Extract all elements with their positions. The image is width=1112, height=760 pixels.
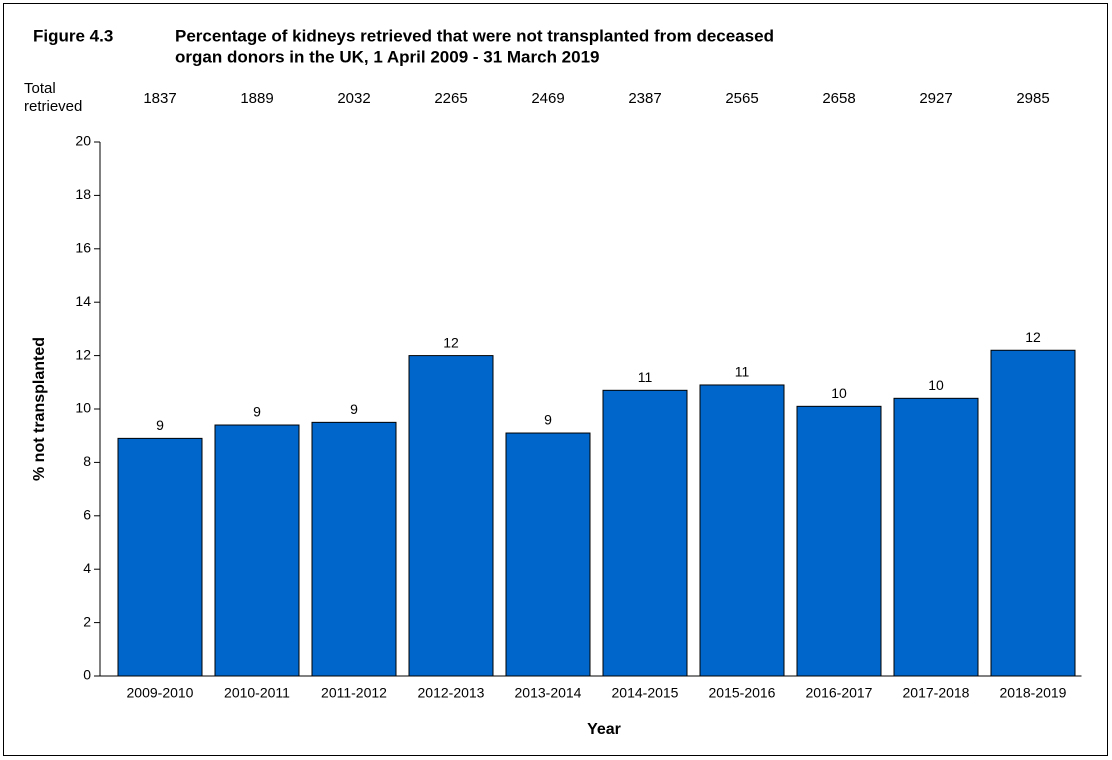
y-tick-label: 10	[75, 400, 91, 416]
bar	[117, 437, 203, 677]
x-tick-label: 2013-2014	[515, 685, 582, 701]
x-tick-label: 2014-2015	[612, 685, 679, 701]
y-tick-label: 0	[83, 667, 91, 683]
chart-title: organ donors in the UK, 1 April 2009 - 3…	[175, 47, 600, 66]
bar	[311, 421, 397, 677]
total-retrieved: 2469	[531, 90, 564, 107]
bar	[408, 355, 494, 677]
value-label: 9	[544, 412, 552, 428]
value-label: 9	[156, 417, 164, 433]
y-tick-label: 18	[75, 186, 91, 202]
chart-title: Percentage of kidneys retrieved that wer…	[175, 26, 774, 45]
value-label: 9	[350, 401, 358, 417]
y-tick-label: 20	[75, 133, 91, 149]
y-tick-label: 12	[75, 346, 91, 362]
bar	[505, 432, 591, 677]
total-retrieved: 2387	[628, 90, 661, 107]
y-tick-label: 2	[83, 613, 91, 629]
bar	[699, 384, 785, 677]
total-retrieved: 2658	[822, 90, 855, 107]
y-tick-label: 6	[83, 507, 91, 523]
bar	[602, 389, 688, 677]
y-tick-label: 8	[83, 453, 91, 469]
value-label: 9	[253, 404, 261, 420]
y-tick-label: 4	[83, 560, 91, 576]
value-label: 12	[1025, 329, 1041, 345]
total-retrieved: 2985	[1016, 90, 1049, 107]
total-retrieved: 1889	[240, 90, 273, 107]
x-tick-label: 2016-2017	[806, 685, 873, 701]
y-tick-label: 16	[75, 240, 91, 256]
x-tick-label: 2011-2012	[321, 685, 387, 701]
totals-label: Total retrieved	[24, 80, 83, 115]
total-retrieved: 2565	[725, 90, 758, 107]
bar	[990, 349, 1076, 677]
total-retrieved: 2032	[337, 90, 370, 107]
value-label: 11	[638, 369, 653, 385]
bar	[893, 397, 979, 677]
bar	[796, 405, 882, 677]
value-label: 11	[735, 364, 750, 380]
y-axis-label: % not transplanted	[31, 337, 48, 481]
x-tick-label: 2017-2018	[903, 685, 970, 701]
x-tick-label: 2015-2016	[709, 685, 776, 701]
value-label: 12	[443, 334, 459, 350]
x-axis-label: Year	[587, 721, 621, 738]
total-retrieved: 2927	[919, 90, 952, 107]
value-label: 10	[928, 377, 944, 393]
x-tick-label: 2018-2019	[1000, 685, 1067, 701]
total-retrieved: 1837	[143, 90, 176, 107]
total-retrieved: 2265	[434, 90, 467, 107]
bar	[214, 424, 300, 677]
x-tick-label: 2010-2011	[224, 685, 290, 701]
x-tick-label: 2012-2013	[418, 685, 485, 701]
value-label: 10	[831, 385, 847, 401]
figure-label: Figure 4.3	[33, 26, 113, 45]
x-tick-label: 2009-2010	[127, 685, 194, 701]
y-tick-label: 14	[75, 293, 91, 309]
